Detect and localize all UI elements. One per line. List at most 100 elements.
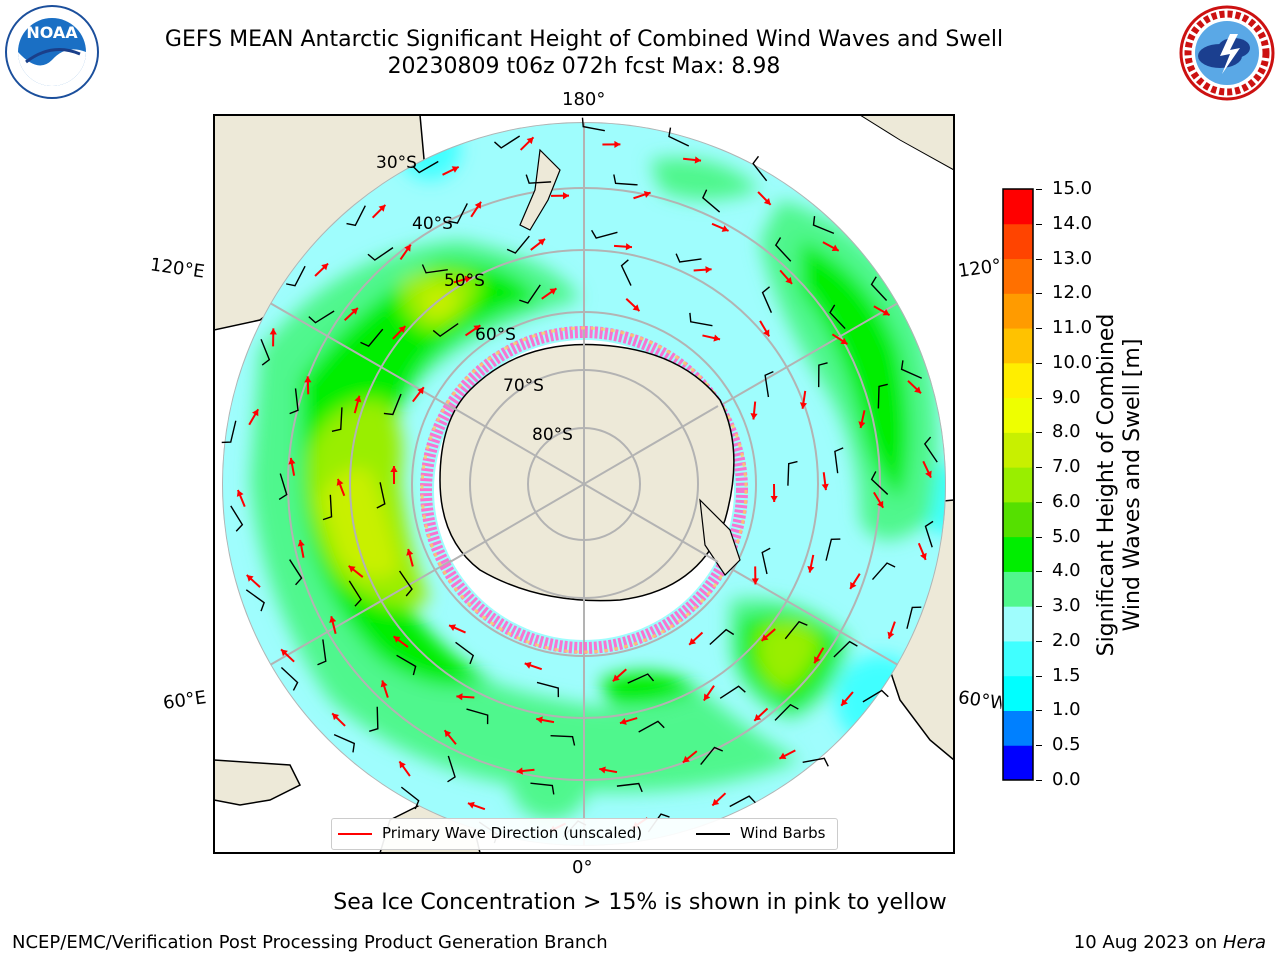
wind-barb: [812, 216, 835, 235]
colorbar-tick-label: 11.0: [1052, 317, 1093, 339]
wind-barb: [432, 322, 459, 338]
wave-arrow-head: [876, 500, 884, 508]
colorbar-tick-mark: [1036, 362, 1042, 364]
wave-arrow-head: [770, 495, 778, 502]
colorbar-bin: [1003, 362, 1033, 399]
legend-wave-label: Primary Wave Direction (unscaled): [382, 824, 643, 842]
wave-arrow-head: [920, 552, 927, 560]
colorbar-bin: [1003, 640, 1033, 677]
colorbar-bin: [1003, 710, 1033, 746]
lat-label-80s: 80°S: [532, 425, 573, 445]
wave-arrow-head: [612, 674, 620, 682]
wave-arrow-head: [858, 421, 866, 428]
wind-barb: [396, 654, 417, 676]
wind-barbs: [221, 117, 938, 844]
wave-arrow-head: [761, 634, 769, 641]
wave-arrow-head: [417, 387, 424, 395]
colorbar-bin: [1003, 223, 1033, 260]
wind-barb: [333, 733, 356, 753]
wave-arrow-head: [614, 140, 621, 149]
colorbar-tick-label: 15.0: [1052, 178, 1093, 199]
wave-arrow-head: [713, 334, 721, 342]
colorbar-tick-label: 1.5: [1052, 664, 1081, 686]
colorbar-bin: [1003, 745, 1033, 781]
wave-arrow-head: [348, 565, 356, 573]
colorbar-tick-mark: [1036, 675, 1042, 677]
colorbar-tick-mark: [1036, 293, 1042, 295]
wave-arrow-head: [754, 714, 762, 721]
wind-barb: [627, 673, 655, 684]
wind-barb: [331, 407, 343, 432]
wind-barb: [833, 640, 858, 658]
wave-direction-arrows: [236, 136, 932, 833]
map-legend: Primary Wave Direction (unscaled) Wind B…: [331, 818, 838, 850]
colorbar-bin: [1003, 328, 1033, 364]
wave-arrow-head: [682, 755, 690, 763]
colorbar-bin: [1003, 571, 1033, 607]
wave-arrow-head: [705, 266, 712, 274]
sea-ice-edge: [420, 326, 748, 654]
colorbar-tick-mark: [1036, 745, 1042, 747]
wind-barb: [280, 667, 299, 691]
colorbar-tick-label: 12.0: [1052, 282, 1093, 304]
colorbar-tick-label: 8.0: [1052, 421, 1081, 443]
wave-arrow-head: [807, 565, 815, 573]
colorbar-tick-mark: [1036, 640, 1042, 642]
wind-barb: [729, 795, 756, 808]
wind-barb: [871, 562, 896, 581]
colorbar-tick-mark: [1036, 501, 1042, 503]
colorbar-tick-label: 5.0: [1052, 525, 1081, 547]
wave-arrow-head: [304, 376, 312, 383]
wind-barb: [764, 370, 774, 398]
wave-arrow-head: [625, 243, 632, 251]
wave-arrow-head: [841, 698, 848, 706]
legend-item-wave-direction: Primary Wave Direction (unscaled): [338, 824, 642, 842]
wind-barb: [761, 286, 773, 313]
wave-arrow-head: [887, 631, 895, 639]
lat-label-60s: 60°S: [475, 325, 516, 345]
wave-arrow-head: [599, 766, 606, 774]
wind-barb: [412, 160, 439, 174]
wave-arrow-head: [538, 238, 545, 246]
wind-barb: [924, 520, 934, 548]
wave-arrow-head: [390, 466, 398, 473]
colorbar-bin: [1003, 258, 1033, 294]
wind-barb: [348, 580, 362, 607]
wind-barb: [530, 782, 555, 795]
wind-barb: [719, 685, 746, 699]
wind-barb: [289, 388, 299, 415]
wave-arrow-head: [632, 304, 640, 312]
wave-arrow-head: [464, 275, 472, 283]
wave-arrow-head: [925, 470, 932, 478]
wind-barb: [923, 436, 938, 463]
wave-arrow-head: [689, 637, 697, 645]
wind-barb: [689, 312, 713, 327]
lon-label-bottom: 0°: [572, 857, 593, 878]
wind-barb: [322, 494, 333, 521]
colorbar-tick-label: 7.0: [1052, 456, 1081, 478]
wave-arrow-head: [451, 166, 459, 173]
wave-arrow-head: [321, 263, 329, 271]
lat-label-40s: 40°S: [412, 214, 453, 234]
wind-barb: [829, 304, 846, 330]
wave-arrow-head: [399, 761, 406, 769]
wind-barb: [774, 237, 792, 262]
wave-arrow-head: [850, 581, 857, 589]
wave-arrow-head: [619, 717, 627, 725]
colorbar-tick-mark: [1036, 780, 1042, 781]
wind-barb: [877, 383, 888, 409]
colorbar-bin: [1003, 606, 1033, 642]
wind-barb: [360, 328, 384, 347]
wind-barb: [519, 284, 541, 304]
wave-field: [222, 122, 946, 846]
wave-arrow-head: [821, 483, 829, 491]
wind-barb: [506, 235, 530, 254]
colorbar: [1002, 188, 1034, 781]
wave-arrow-head: [750, 413, 758, 420]
colorbar-tick-label: 13.0: [1052, 247, 1093, 269]
wave-arrow-head: [831, 244, 839, 252]
colorbar-bin: [1003, 189, 1033, 225]
lat-label-30s: 30°S: [376, 153, 417, 173]
wind-barb: [616, 782, 643, 793]
